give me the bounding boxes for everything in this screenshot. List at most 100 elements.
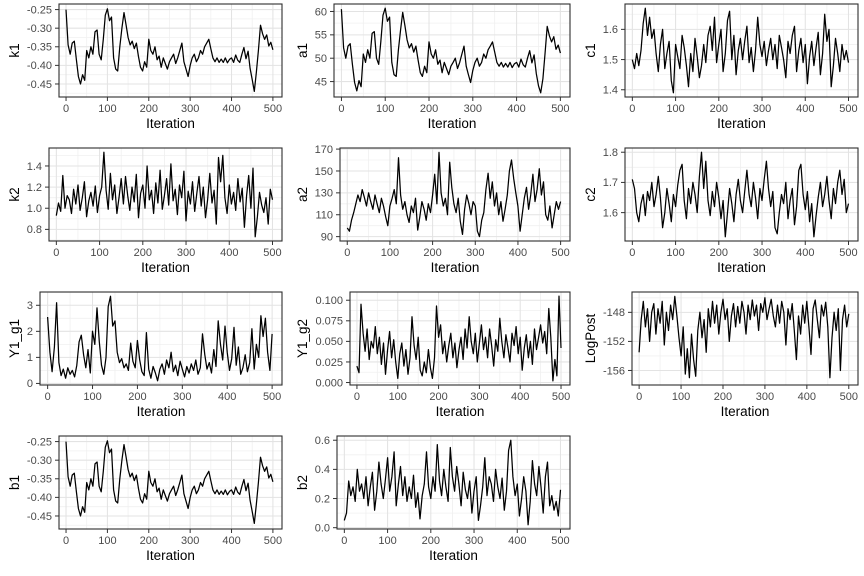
x-tick-label: 500 <box>551 103 569 115</box>
x-tick-label: 300 <box>466 247 484 259</box>
y-tick-label: 3 <box>27 300 33 312</box>
y-axis-title: k2 <box>7 187 22 201</box>
x-tick-label: 100 <box>389 391 407 403</box>
panel-border <box>624 147 859 242</box>
x-axis-title: Iteration <box>146 116 195 131</box>
x-tick-label: 500 <box>551 535 569 547</box>
x-tick-label: 100 <box>381 247 399 259</box>
x-tick-label: 400 <box>511 391 529 403</box>
y-tick-label: -0.40 <box>27 60 52 72</box>
x-tick-label: 400 <box>220 247 238 259</box>
x-tick-label: 500 <box>264 103 282 115</box>
x-tick-label: 100 <box>672 391 690 403</box>
y-tick-label: 1 <box>27 352 33 364</box>
panel-border <box>336 435 571 530</box>
trace-panel-Y1_g1: 0 1 2 3 0 100 200 300 400 500 Iteration Y1_g1 <box>0 288 288 432</box>
x-tick-label: 0 <box>341 535 347 547</box>
y-tick-label: 1.4 <box>603 85 618 97</box>
x-tick-label: 200 <box>710 247 728 259</box>
x-tick-label: 100 <box>83 391 101 403</box>
panel-border <box>58 435 283 530</box>
y-tick-label: 1.5 <box>603 54 618 66</box>
trace-line-c2 <box>631 151 850 238</box>
x-tick-label: 200 <box>423 247 441 259</box>
trace-panel-b1: -0.45 -0.40 -0.35 -0.30 -0.25 0 100 200 300 400 50… <box>0 432 288 576</box>
x-tick-label: 300 <box>464 103 482 115</box>
x-axis-title: Iteration <box>428 116 477 131</box>
x-axis-title: Iteration <box>717 260 766 275</box>
y-tick-label: 2 <box>27 326 33 338</box>
trace-line-a2 <box>346 151 562 238</box>
x-tick-label: 500 <box>840 391 858 403</box>
x-tick-label: 200 <box>134 247 152 259</box>
trace-plot-Y1_g1: 0 1 2 3 0 100 200 300 400 500 Iteration Y1_g1 <box>7 291 283 419</box>
x-tick-label: 200 <box>710 103 728 115</box>
panel-border <box>349 291 571 386</box>
y-axis-title: LogPost <box>583 313 598 363</box>
x-tick-label: 300 <box>181 535 199 547</box>
x-tick-label: 0 <box>629 247 635 259</box>
y-axis-title: b2 <box>295 475 310 490</box>
y-axis-title: Y1_g1 <box>7 319 22 358</box>
x-tick-label: 500 <box>263 391 281 403</box>
x-tick-label: 0 <box>636 391 642 403</box>
trace-panel-Y1_g2: 0.000 0.025 0.050 0.075 0.100 0 100 200 300 400 50… <box>288 288 576 432</box>
x-tick-label: 0 <box>629 103 635 115</box>
y-tick-label: 1.0 <box>27 203 42 215</box>
trace-panel-LogPost: -156 -152 -148 0 100 200 300 400 500 Iteration Log… <box>576 288 864 432</box>
x-tick-label: 300 <box>753 247 771 259</box>
trace-panel-c2: 1.6 1.7 1.8 0 100 200 300 400 500 Iteration c2 <box>576 144 864 288</box>
x-tick-label: 500 <box>839 103 857 115</box>
x-tick-label: 100 <box>378 535 396 547</box>
y-tick-label: 0.050 <box>315 336 343 348</box>
x-tick-label: 100 <box>90 247 108 259</box>
trace-plot-a2: 90 110 130 150 170 0 100 200 300 400 500 Iteration a… <box>295 144 571 275</box>
x-tick-label: 200 <box>422 535 440 547</box>
panel-border <box>39 291 283 386</box>
x-tick-label: 0 <box>354 391 360 403</box>
x-tick-label: 500 <box>839 247 857 259</box>
y-axis-title: k1 <box>7 43 22 57</box>
trace-panel-k1: -0.45 -0.40 -0.35 -0.30 -0.25 0 100 200 300 400 50… <box>0 0 288 144</box>
x-tick-label: 100 <box>98 535 116 547</box>
x-tick-label: 500 <box>551 247 569 259</box>
y-tick-label: -0.25 <box>27 4 52 16</box>
x-axis-title: Iteration <box>717 116 766 131</box>
x-tick-label: 200 <box>140 103 158 115</box>
y-tick-label: -0.35 <box>27 42 52 54</box>
trace-panel-b2: 0.0 0.2 0.4 0.6 0 100 200 300 400 500 Iteration b2 <box>288 432 576 576</box>
y-tick-label: 0.6 <box>315 435 330 447</box>
y-tick-label: -148 <box>603 307 625 319</box>
x-axis-title: Iteration <box>429 548 478 563</box>
y-tick-label: 1.6 <box>603 207 618 219</box>
panel-border <box>48 147 283 242</box>
y-tick-label: 1.6 <box>603 24 618 36</box>
trace-line-a1 <box>340 7 562 94</box>
x-tick-label: 400 <box>507 103 525 115</box>
trace-plot-b2: 0.0 0.2 0.4 0.6 0 100 200 300 400 500 Iteration b2 <box>295 435 571 563</box>
x-tick-label: 400 <box>508 535 526 547</box>
y-tick-label: 1.8 <box>603 147 618 159</box>
y-tick-label: 50 <box>315 53 327 65</box>
y-tick-label: 90 <box>321 231 333 243</box>
x-tick-label: 400 <box>796 103 814 115</box>
x-axis-title: Iteration <box>721 404 770 419</box>
x-tick-label: 400 <box>798 391 816 403</box>
y-tick-label: -0.35 <box>27 474 52 486</box>
trace-line-Y1_g1 <box>46 295 273 382</box>
y-axis-title: a1 <box>295 43 310 58</box>
trace-line-b1 <box>65 440 274 525</box>
x-tick-label: 300 <box>181 103 199 115</box>
x-tick-label: 500 <box>263 247 281 259</box>
y-tick-label: 1.7 <box>603 177 618 189</box>
y-tick-label: 1.4 <box>27 161 42 173</box>
x-tick-label: 200 <box>420 103 438 115</box>
y-tick-label: -0.25 <box>27 436 52 448</box>
y-tick-label: 0.0 <box>315 522 330 534</box>
y-tick-label: -0.30 <box>27 23 52 35</box>
x-tick-label: 400 <box>222 103 240 115</box>
y-tick-label: 110 <box>315 210 333 222</box>
x-tick-label: 100 <box>98 103 116 115</box>
trace-line-LogPost <box>638 295 850 379</box>
x-tick-label: 0 <box>45 391 51 403</box>
